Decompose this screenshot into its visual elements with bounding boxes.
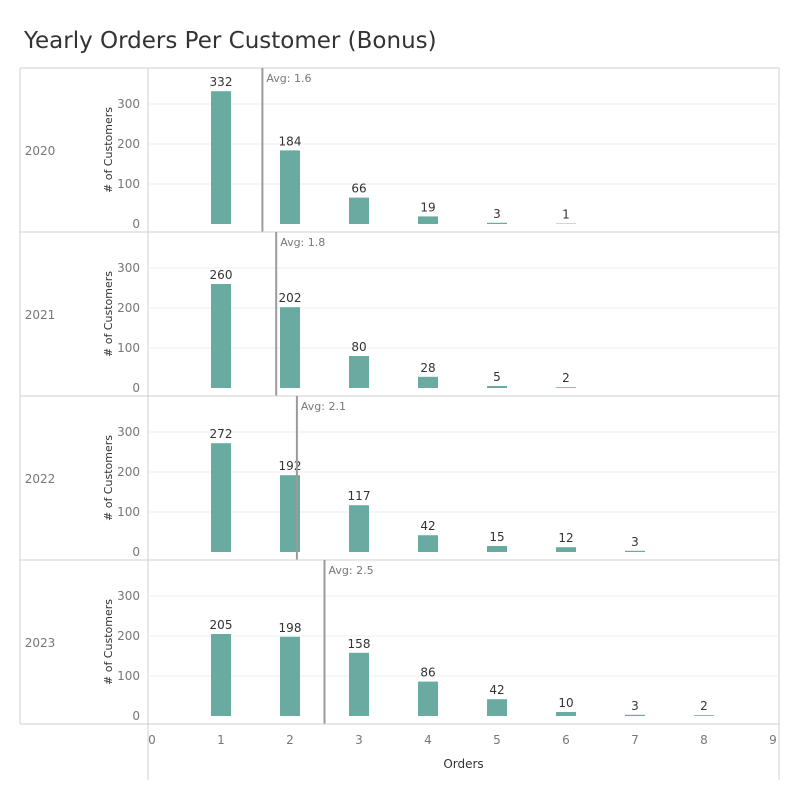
y-axis-title: # of Customers [102,271,115,357]
bar-value-label: 42 [420,519,435,533]
bar-2021-2 [280,307,300,388]
y-tick-label: 0 [132,217,140,231]
bar-2023-4 [418,681,438,716]
bar-value-label: 42 [489,683,504,697]
bar-2023-3 [349,652,369,716]
bar-value-label: 19 [420,200,435,214]
panel-year-label: 2020 [25,144,56,158]
bar-2021-3 [349,356,369,388]
bar-2022-7 [625,550,645,552]
bar-2020-5 [487,222,507,224]
y-tick-label: 100 [117,341,140,355]
y-tick-label: 300 [117,425,140,439]
bar-2023-1 [211,634,231,716]
bar-2020-4 [418,216,438,224]
bar-value-label: 3 [493,207,501,221]
bar-2023-2 [280,636,300,716]
x-tick-label: 7 [631,733,639,747]
bar-2022-4 [418,535,438,552]
bar-value-label: 260 [210,268,233,282]
bar-value-label: 3 [631,535,639,549]
chart-title: Yearly Orders Per Customer (Bonus) [24,28,437,54]
bar-value-label: 15 [489,530,504,544]
y-axis-title: # of Customers [102,435,115,521]
bar-2023-8 [694,715,714,716]
x-tick-label: 5 [493,733,501,747]
bar-value-label: 332 [210,75,233,89]
bar-value-label: 2 [562,371,570,385]
y-tick-label: 0 [132,381,140,395]
bar-2022-3 [349,505,369,552]
bar-2022-1 [211,443,231,552]
x-tick-label: 1 [217,733,225,747]
y-tick-label: 100 [117,669,140,683]
bar-2021-1 [211,284,231,388]
avg-label: Avg: 1.6 [266,72,311,85]
bar-value-label: 2 [700,699,708,713]
avg-label: Avg: 1.8 [280,236,325,249]
bar-value-label: 80 [351,340,366,354]
y-tick-label: 200 [117,629,140,643]
bar-2020-2 [280,150,300,224]
y-tick-label: 100 [117,505,140,519]
x-tick-label: 4 [424,733,432,747]
bar-2023-7 [625,714,645,716]
bar-value-label: 28 [420,361,435,375]
panel-year-label: 2023 [25,636,56,650]
bar-value-label: 202 [279,291,302,305]
avg-label: Avg: 2.5 [329,564,374,577]
bar-2020-3 [349,197,369,224]
y-axis-title: # of Customers [102,107,115,193]
y-tick-label: 200 [117,301,140,315]
y-tick-label: 200 [117,137,140,151]
y-tick-label: 300 [117,97,140,111]
bar-value-label: 3 [631,699,639,713]
bar-2020-1 [211,91,231,224]
bar-value-label: 10 [558,696,573,710]
bar-value-label: 198 [279,621,302,635]
x-tick-label: 9 [769,733,777,747]
y-axis-title: # of Customers [102,599,115,685]
bar-2021-4 [418,376,438,388]
bar-2021-5 [487,386,507,388]
y-tick-label: 300 [117,589,140,603]
x-tick-label: 6 [562,733,570,747]
bar-value-label: 5 [493,370,501,384]
bar-value-label: 205 [210,618,233,632]
bar-2022-5 [487,546,507,552]
y-tick-label: 200 [117,465,140,479]
bar-value-label: 66 [351,182,366,196]
x-tick-label: 2 [286,733,294,747]
panel-year-label: 2022 [25,472,56,486]
x-axis-title: Orders [443,757,483,771]
panel-year-label: 2021 [25,308,56,322]
bar-2021-6 [556,387,576,388]
bar-2023-5 [487,699,507,716]
y-tick-label: 0 [132,709,140,723]
bar-2022-2 [280,475,300,552]
y-tick-label: 300 [117,261,140,275]
bar-2023-6 [556,712,576,716]
x-tick-label: 3 [355,733,363,747]
bar-value-label: 184 [279,134,302,148]
bar-value-label: 1 [562,208,570,222]
x-tick-label: 8 [700,733,708,747]
y-tick-label: 0 [132,545,140,559]
y-tick-label: 100 [117,177,140,191]
bar-value-label: 86 [420,666,435,680]
bar-value-label: 272 [210,427,233,441]
bar-value-label: 117 [348,489,371,503]
bar-2022-6 [556,547,576,552]
x-tick-label: 0 [148,733,156,747]
bar-value-label: 12 [558,531,573,545]
bar-value-label: 192 [279,459,302,473]
avg-label: Avg: 2.1 [301,400,346,413]
bar-value-label: 158 [348,637,371,651]
